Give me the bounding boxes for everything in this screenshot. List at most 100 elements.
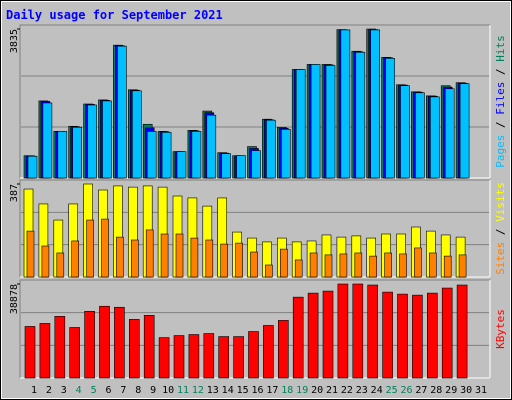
x-tick-label: 14 xyxy=(222,385,234,396)
bar xyxy=(26,230,35,278)
bar xyxy=(428,252,437,278)
y-tick-label: 387 xyxy=(9,184,20,202)
x-tick-label: 13 xyxy=(207,385,219,396)
bar xyxy=(86,219,94,278)
bar xyxy=(143,315,155,379)
legend: KBytes xyxy=(494,309,507,349)
x-tick-label: 31 xyxy=(475,385,487,396)
bar xyxy=(160,233,169,278)
bar xyxy=(175,233,184,278)
bar xyxy=(101,218,109,278)
legend: Sites / Visits xyxy=(494,182,507,275)
bar xyxy=(385,58,395,179)
bar xyxy=(384,252,392,278)
bar xyxy=(206,114,217,179)
bar xyxy=(250,251,258,278)
bar xyxy=(369,255,378,278)
x-tick-label: 15 xyxy=(237,385,249,396)
x-tick-label: 25 xyxy=(386,385,398,396)
x-tick-label: 23 xyxy=(356,385,368,396)
bar xyxy=(337,283,349,379)
bar xyxy=(69,327,80,379)
bar xyxy=(279,248,288,278)
bar xyxy=(443,255,452,278)
bar xyxy=(248,331,259,379)
bar xyxy=(203,333,215,379)
legend-separator: / xyxy=(494,222,507,242)
bar xyxy=(176,151,187,179)
bar xyxy=(441,287,453,379)
bar xyxy=(56,252,65,278)
bar xyxy=(220,243,228,278)
legend: Pages / Files / Hits xyxy=(494,35,507,168)
bar xyxy=(24,326,36,379)
bar xyxy=(292,296,304,379)
x-tick-label: 12 xyxy=(192,385,204,396)
bar xyxy=(367,284,379,379)
x-tick-label: 29 xyxy=(445,385,457,396)
bar xyxy=(322,290,334,379)
bar xyxy=(459,83,470,179)
bar xyxy=(266,119,276,179)
bar xyxy=(277,320,289,379)
legend-entry: Files xyxy=(494,82,507,115)
x-tick-label: 8 xyxy=(135,385,141,396)
bar xyxy=(27,155,38,179)
bar xyxy=(382,291,393,379)
bar xyxy=(116,236,124,278)
bar xyxy=(294,259,303,278)
bar xyxy=(57,131,68,179)
legend-separator: / xyxy=(494,62,507,82)
bar xyxy=(236,155,246,179)
bar xyxy=(339,253,348,278)
x-tick-label: 26 xyxy=(400,385,412,396)
bar xyxy=(102,100,112,179)
legend-separator: / xyxy=(494,115,507,135)
bar xyxy=(310,64,321,179)
bar xyxy=(146,131,157,179)
bar xyxy=(41,245,50,278)
bar xyxy=(114,306,125,379)
x-tick-label: 6 xyxy=(105,385,111,396)
bar xyxy=(84,310,95,379)
x-tick-label: 28 xyxy=(430,385,442,396)
x-tick-label: 17 xyxy=(266,385,278,396)
x-tick-label: 7 xyxy=(120,385,126,396)
bar xyxy=(444,88,455,179)
x-tick-label: 11 xyxy=(177,385,189,396)
y-tick-label: 3835 xyxy=(9,29,20,53)
bar xyxy=(158,337,170,379)
bar xyxy=(39,323,51,379)
bar xyxy=(221,153,231,179)
x-tick-label: 4 xyxy=(76,385,82,396)
bar xyxy=(415,92,425,179)
bar xyxy=(263,325,274,379)
legend-entry: Pages xyxy=(494,135,507,168)
bar xyxy=(233,336,244,379)
legend-entry: Hits xyxy=(494,35,507,62)
legend-entry: Visits xyxy=(494,182,507,222)
bar xyxy=(280,129,291,179)
x-tick-label: 22 xyxy=(341,385,353,396)
bar xyxy=(397,293,408,379)
bar xyxy=(429,96,440,179)
bar xyxy=(458,254,467,278)
bar xyxy=(131,239,139,278)
bar xyxy=(426,292,438,379)
x-tick-label: 16 xyxy=(251,385,263,396)
x-tick-label: 1 xyxy=(31,385,37,396)
bar xyxy=(340,29,351,179)
bar xyxy=(307,292,319,379)
bar xyxy=(188,334,200,379)
bar xyxy=(145,229,154,278)
bar xyxy=(191,131,202,179)
chart-title: Daily usage for September 2021 xyxy=(6,8,223,22)
x-tick-label: 24 xyxy=(371,385,383,396)
bar xyxy=(99,305,110,379)
x-tick-label: 18 xyxy=(281,385,293,396)
bar xyxy=(265,264,273,278)
bar xyxy=(87,104,97,179)
bar xyxy=(235,242,243,278)
y-tick-label: 38878 xyxy=(9,284,20,314)
